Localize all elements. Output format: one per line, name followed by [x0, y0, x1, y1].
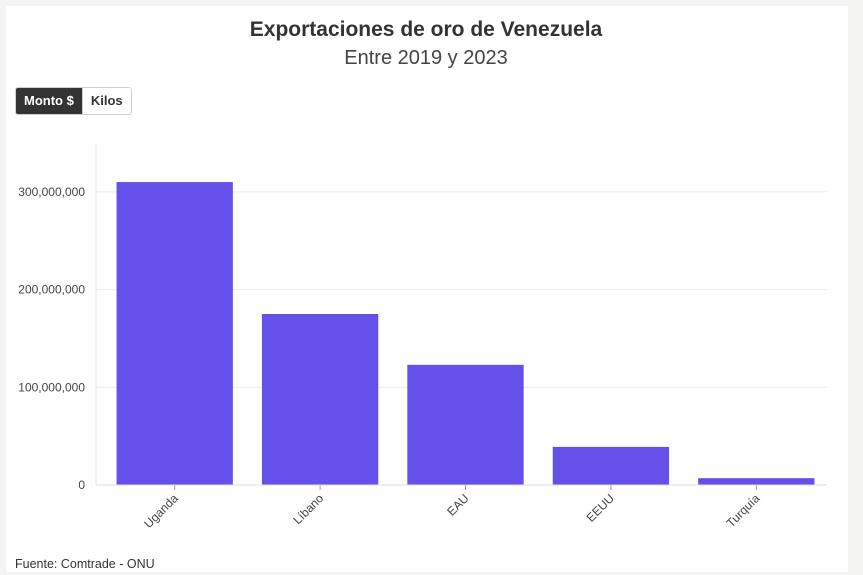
- chart-title: Exportaciones de oro de Venezuela: [249, 18, 603, 41]
- y-tick-label: 200,000,000: [18, 283, 85, 297]
- toggle-kilos-button[interactable]: Kilos: [81, 88, 131, 114]
- x-tick-label: Líbano: [290, 491, 326, 527]
- toggle-amount-button[interactable]: Monto $: [16, 88, 82, 114]
- y-tick-label: 300,000,000: [18, 185, 85, 199]
- bar: [407, 364, 524, 485]
- y-tick-label: 0: [78, 478, 85, 492]
- x-tick-label: EEUU: [584, 491, 617, 524]
- chart-subtitle: Entre 2019 y 2023: [344, 47, 508, 69]
- bar: [261, 314, 379, 485]
- x-tick-label: EAU: [444, 491, 471, 518]
- x-tick-label: Turquía: [724, 491, 763, 530]
- metric-toggle: Monto $ Kilos: [15, 87, 132, 115]
- bar: [552, 446, 670, 485]
- source-note: Fuente: Comtrade - ONU: [15, 557, 155, 571]
- bar: [698, 478, 815, 485]
- y-tick-label: 100,000,000: [18, 380, 85, 394]
- x-tick-label: Uganda: [141, 491, 181, 531]
- bar: [116, 182, 233, 486]
